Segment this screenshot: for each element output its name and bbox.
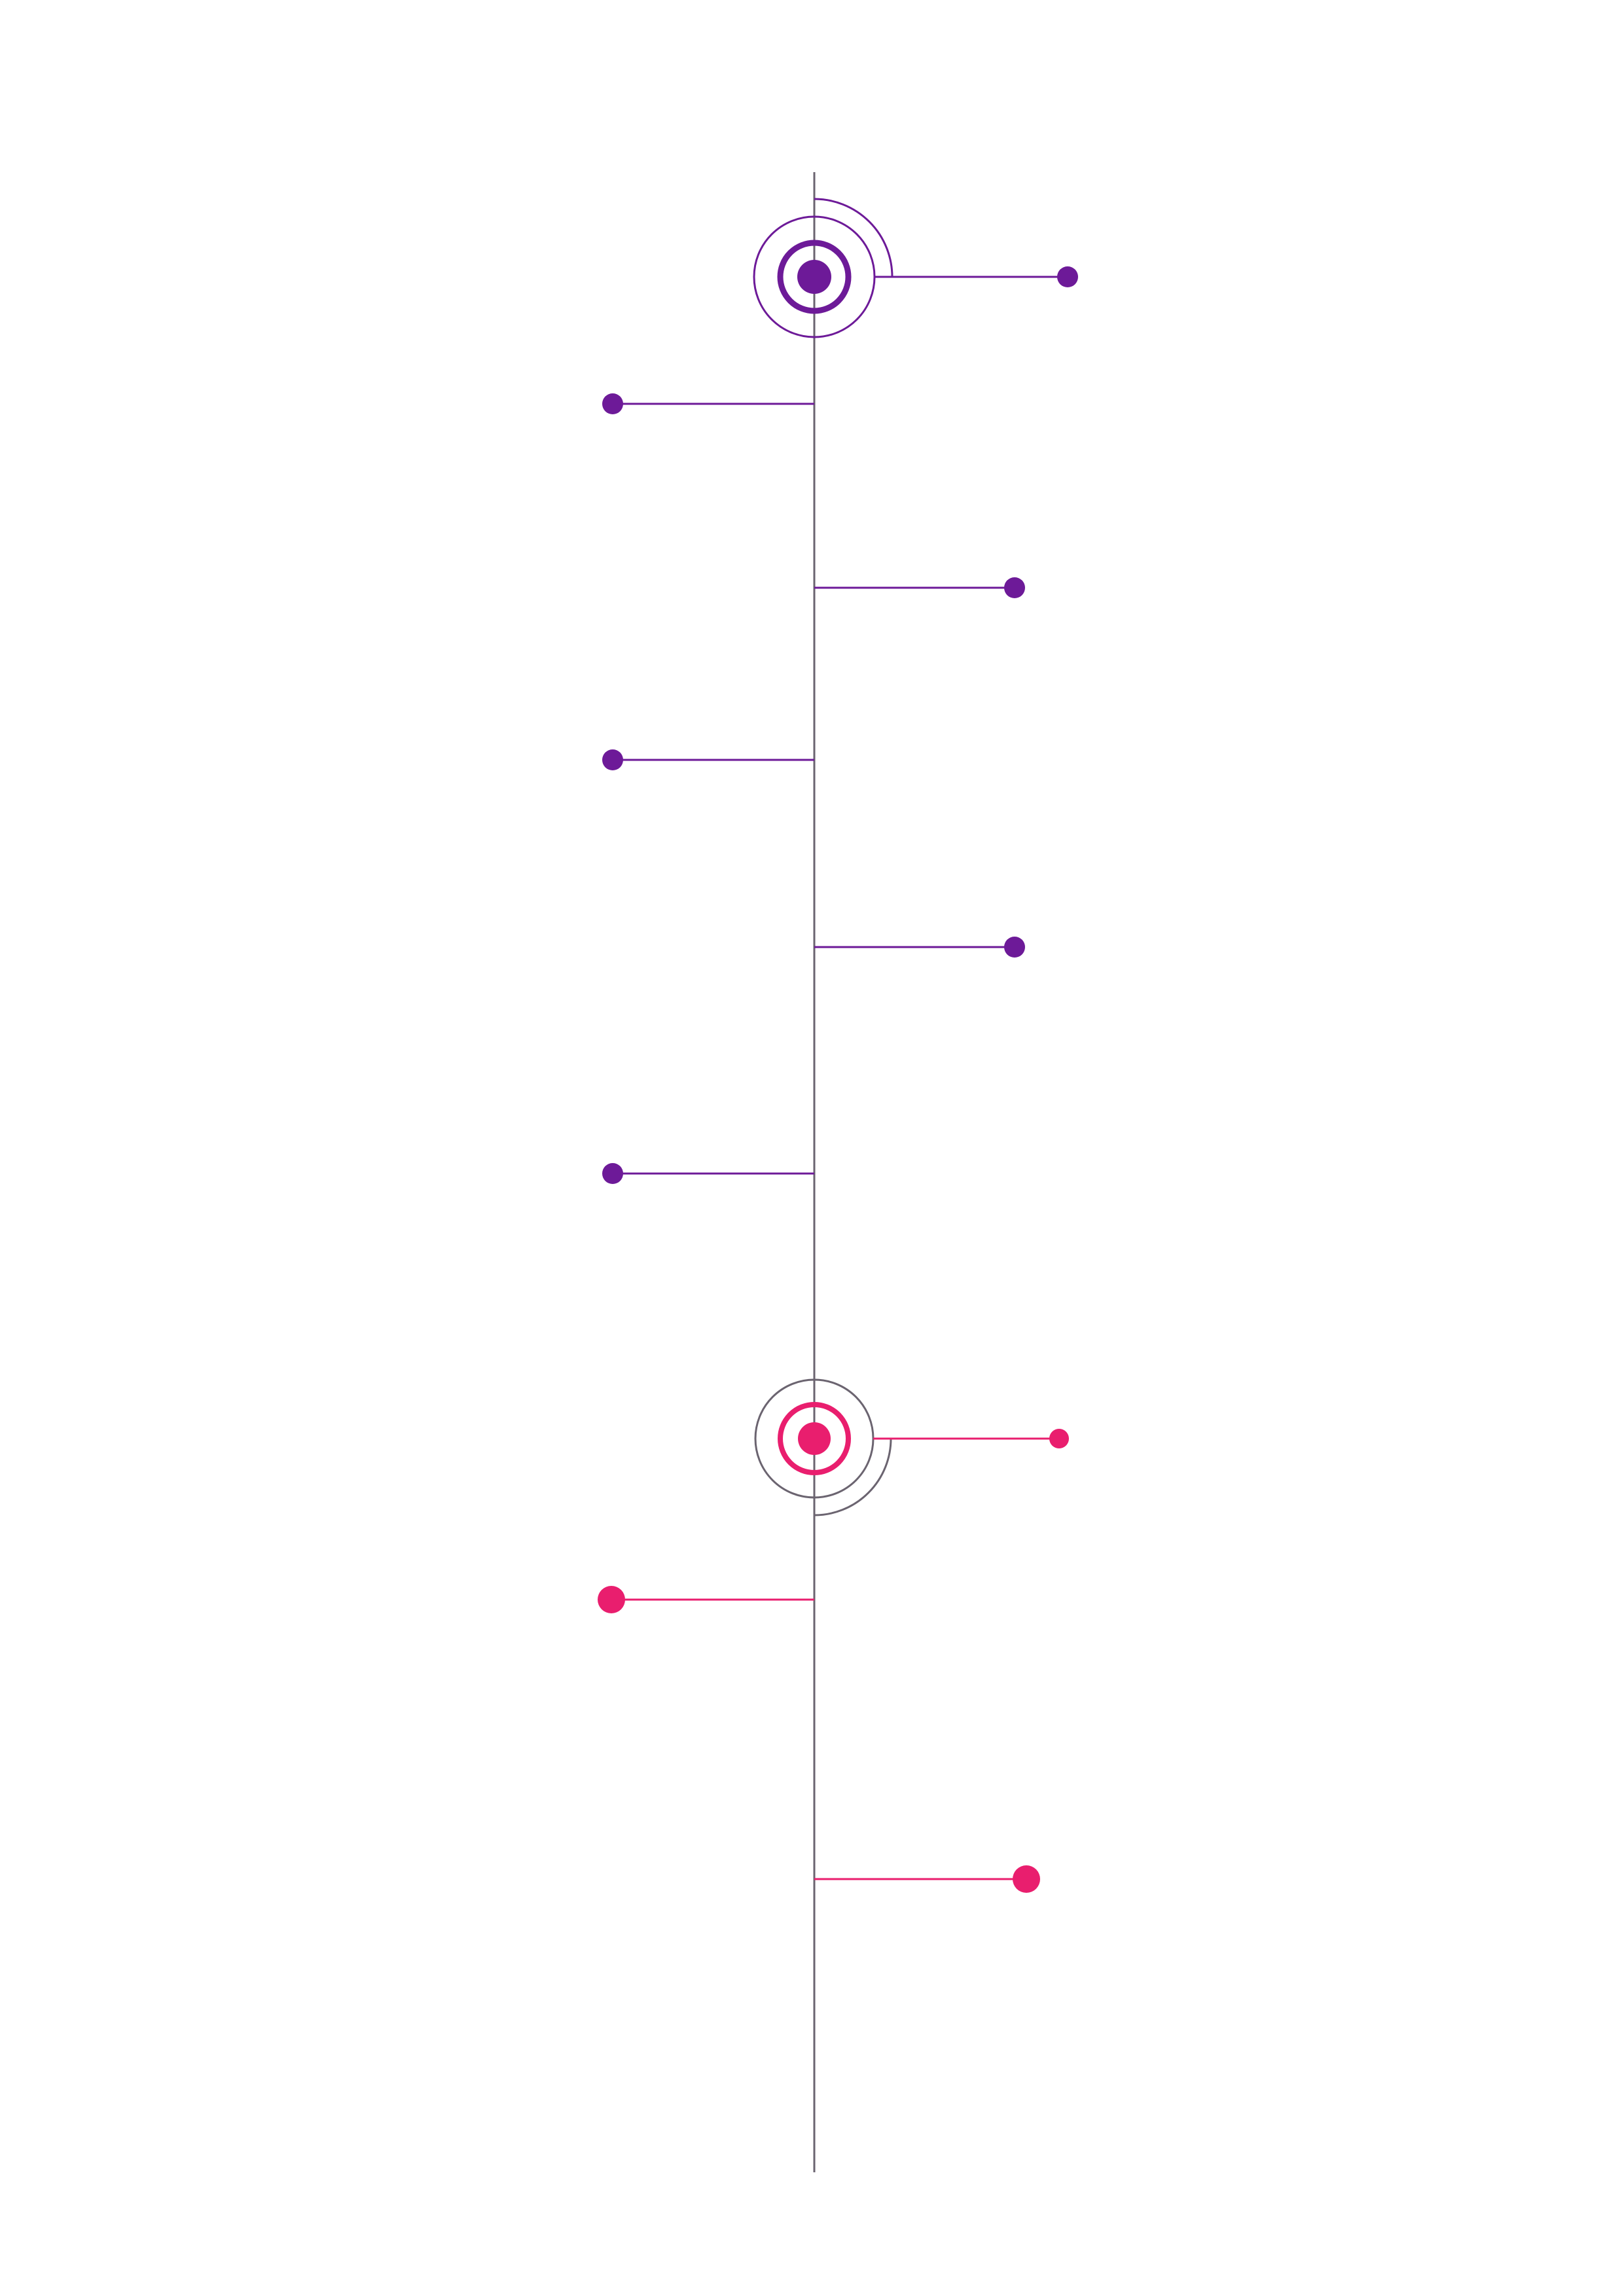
branch-dot bbox=[1004, 577, 1025, 598]
branch-dot bbox=[602, 749, 623, 770]
purple-branches bbox=[602, 393, 1025, 1184]
center-dot bbox=[798, 1422, 831, 1455]
branch-dot bbox=[1013, 1865, 1040, 1893]
branch-dot bbox=[1057, 266, 1078, 287]
branch-dot bbox=[1004, 937, 1025, 958]
center-dot bbox=[797, 260, 831, 294]
inner-ring bbox=[777, 240, 852, 314]
branch-dot bbox=[598, 1586, 625, 1613]
arc bbox=[814, 1438, 892, 1516]
pink-branches bbox=[598, 1586, 1040, 1893]
branch-dot bbox=[602, 1163, 623, 1184]
milestone-target bbox=[754, 1378, 1069, 1516]
inner-ring bbox=[778, 1402, 851, 1475]
branch-dot bbox=[602, 393, 623, 414]
arc bbox=[814, 198, 893, 278]
start-target bbox=[753, 198, 1078, 338]
branch-dot bbox=[1049, 1429, 1069, 1448]
